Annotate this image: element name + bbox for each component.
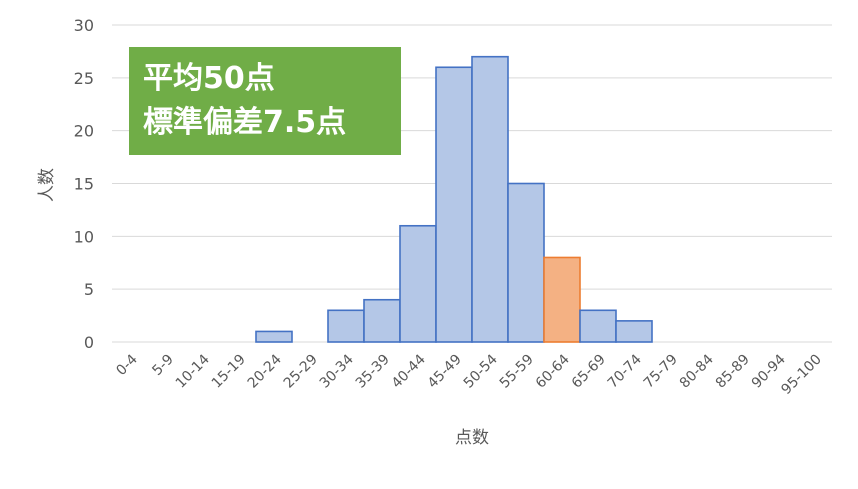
x-tick-label: 85-89 (713, 352, 753, 392)
x-tick-label: 80-84 (677, 351, 717, 391)
x-tick-label: 60-64 (533, 351, 573, 391)
y-tick-label: 0 (84, 333, 94, 352)
stddev-annotation: 標準偏差7.5点 (143, 105, 347, 140)
x-tick-label: 5-9 (149, 352, 176, 379)
x-tick-label: 20-24 (245, 351, 285, 391)
x-tick-label: 50-54 (461, 351, 501, 391)
x-tick-label: 40-44 (389, 351, 429, 391)
y-tick-label: 20 (74, 122, 94, 141)
x-tick-label: 25-29 (281, 352, 321, 392)
bar-55-59 (507, 182, 545, 343)
x-tick-label: 0-4 (113, 351, 141, 379)
y-axis-label: 人数 (37, 168, 57, 202)
bar-40-44 (399, 224, 437, 343)
mean-annotation: 平均50点 (143, 61, 275, 96)
bar-65-69 (579, 309, 617, 343)
x-tick-label: 30-34 (317, 351, 357, 391)
x-tick-label: 10-14 (173, 351, 213, 391)
y-tick-label: 15 (74, 175, 94, 194)
bar-20-24 (255, 330, 293, 343)
x-axis-label: 点数 (455, 428, 489, 448)
y-tick-label: 30 (74, 16, 94, 35)
y-tick-label: 10 (74, 227, 94, 246)
stats-annotation-box: 平均50点 標準偏差7.5点 (129, 47, 401, 155)
bar-60-64 (543, 256, 581, 343)
y-tick-labels: 0 5 10 15 20 25 30 (74, 16, 94, 352)
y-tick-label: 25 (74, 69, 94, 88)
x-tick-label: 95-100 (778, 352, 824, 398)
y-tick-label: 5 (84, 280, 94, 299)
bar-35-39 (363, 298, 401, 343)
x-tick-label: 75-79 (641, 352, 681, 392)
x-tick-label: 65-69 (569, 352, 609, 392)
bars (255, 55, 653, 343)
x-tick-label: 45-49 (425, 352, 465, 392)
bar-70-74 (615, 320, 653, 343)
x-tick-labels: 0-4 5-910-1415-1920-2425-2930-3435-3940-4… (113, 351, 824, 397)
x-tick-label: 55-59 (497, 352, 537, 392)
bar-30-34 (327, 309, 365, 343)
x-tick-label: 70-74 (605, 351, 645, 391)
bar-45-49 (435, 66, 473, 343)
x-tick-label: 35-39 (353, 352, 393, 392)
bar-50-54 (471, 55, 509, 343)
x-tick-label: 15-19 (209, 352, 249, 392)
